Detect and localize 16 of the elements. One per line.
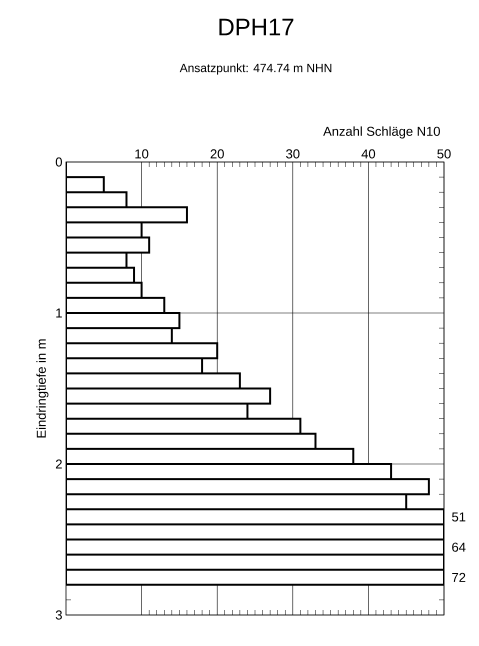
text: 64 [452, 542, 466, 552]
y-tick-label: 1 [56, 308, 62, 318]
x-tick-label: 30 [286, 149, 300, 158]
x-tick-label: 40 [361, 149, 376, 158]
y-tick-label: 2 [56, 459, 62, 469]
x-tick-label: 10 [135, 149, 148, 158]
y-tick-label: 3 [56, 610, 62, 620]
chart-subtitle: Ansatzpunkt: 474.74 m NHN [180, 63, 332, 75]
text: 51 [452, 512, 466, 522]
chart-title: DPH17 [219, 18, 294, 36]
x-tick-label: 50 [437, 149, 451, 158]
x-tick-label: 20 [210, 149, 224, 158]
y-tick-label: 0 [56, 157, 62, 167]
text: 72 [452, 572, 466, 582]
y-axis-title: Eindringtiefe in m [36, 339, 48, 438]
x-axis-title: Anzahl Schläge N10 [323, 126, 440, 138]
